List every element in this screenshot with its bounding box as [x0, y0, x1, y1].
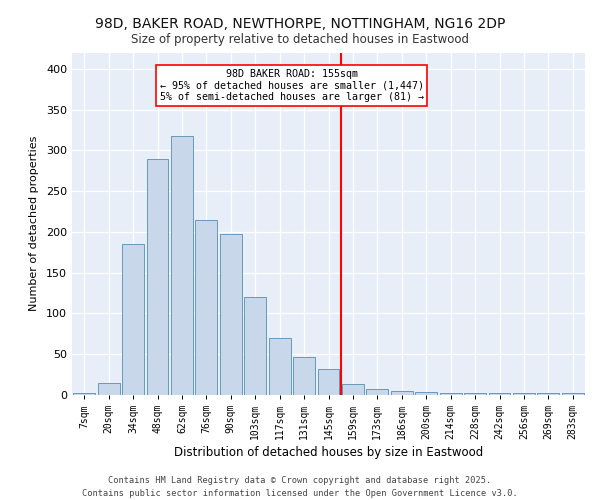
Y-axis label: Number of detached properties: Number of detached properties — [29, 136, 39, 312]
Bar — [73, 392, 95, 395]
Bar — [367, 390, 388, 395]
Bar — [464, 392, 486, 395]
Text: 98D, BAKER ROAD, NEWTHORPE, NOTTINGHAM, NG16 2DP: 98D, BAKER ROAD, NEWTHORPE, NOTTINGHAM, … — [95, 18, 505, 32]
Bar — [440, 392, 461, 395]
Bar — [171, 136, 193, 395]
Bar — [513, 394, 535, 395]
X-axis label: Distribution of detached houses by size in Eastwood: Distribution of detached houses by size … — [174, 446, 483, 459]
Bar — [562, 392, 584, 395]
Bar — [269, 338, 290, 395]
Text: Size of property relative to detached houses in Eastwood: Size of property relative to detached ho… — [131, 32, 469, 46]
Bar — [342, 384, 364, 395]
Bar — [220, 234, 242, 395]
Bar — [538, 392, 559, 395]
Bar — [122, 244, 144, 395]
Bar — [317, 369, 340, 395]
Bar — [391, 391, 413, 395]
Bar — [98, 383, 119, 395]
Text: Contains HM Land Registry data © Crown copyright and database right 2025.
Contai: Contains HM Land Registry data © Crown c… — [82, 476, 518, 498]
Bar — [415, 392, 437, 395]
Bar — [293, 358, 315, 395]
Bar — [488, 392, 511, 395]
Bar — [196, 220, 217, 395]
Bar — [244, 297, 266, 395]
Bar — [146, 158, 169, 395]
Text: 98D BAKER ROAD: 155sqm
← 95% of detached houses are smaller (1,447)
5% of semi-d: 98D BAKER ROAD: 155sqm ← 95% of detached… — [160, 69, 424, 102]
